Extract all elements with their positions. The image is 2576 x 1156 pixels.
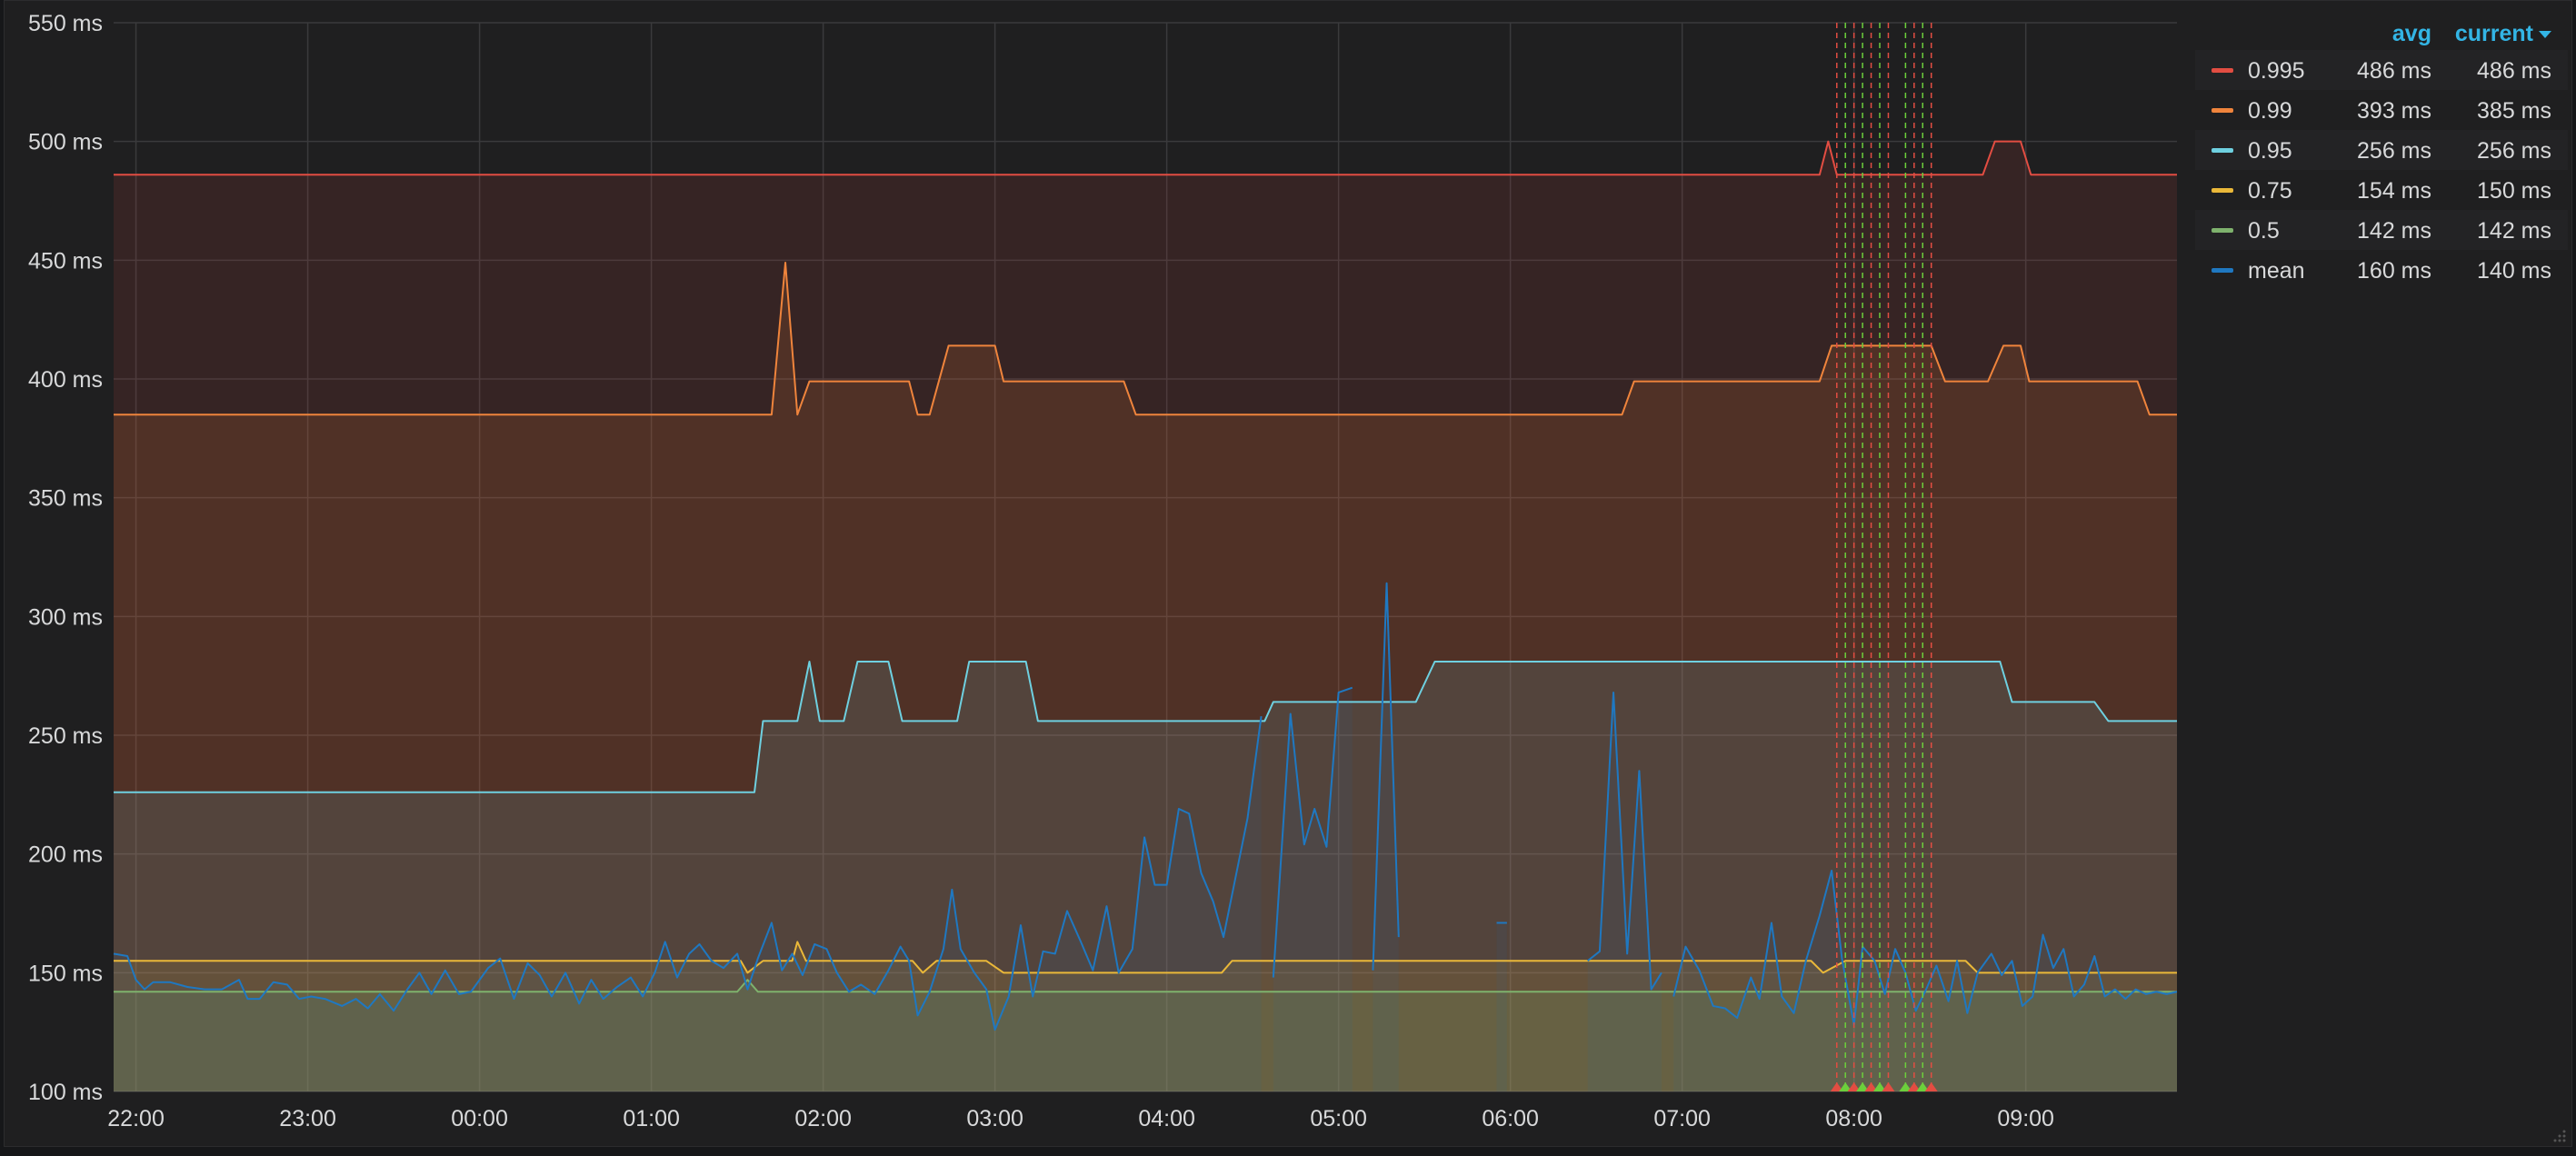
annotation-marker-icon[interactable] bbox=[1882, 1082, 1895, 1091]
x-tick-label: 06:00 bbox=[1482, 1106, 1539, 1131]
y-tick-label: 200 ms bbox=[28, 842, 103, 868]
legend-current-value: 150 ms bbox=[2477, 178, 2551, 204]
latency-chart[interactable]: 100 ms 150 ms 200 ms 250 ms 300 ms 350 ms 400 … bbox=[5, 1, 2573, 1148]
x-tick-label: 08:00 bbox=[1825, 1106, 1882, 1131]
series-area-0.5 bbox=[114, 980, 2177, 1091]
legend-current-value: 256 ms bbox=[2477, 138, 2551, 164]
annotation-marker-icon[interactable] bbox=[1847, 1082, 1861, 1091]
legend-series-name[interactable]: 0.5 bbox=[2248, 218, 2280, 244]
series-line-0.95[interactable] bbox=[114, 660, 2177, 793]
legend-item-0.95[interactable]: 0.95 256 ms 256 ms bbox=[2195, 130, 2568, 170]
legend-rows: 0.995 486 ms 486 ms 0.99 393 ms 385 ms 0.95 256… bbox=[2195, 50, 2568, 290]
legend-current-value: 385 ms bbox=[2477, 98, 2551, 124]
x-tick-label: 04:00 bbox=[1138, 1106, 1195, 1131]
series-area-mean bbox=[114, 716, 1262, 1091]
series-area-mean bbox=[1496, 922, 1507, 1091]
annotation-marker-icon[interactable] bbox=[1864, 1082, 1878, 1091]
legend-current-value: 486 ms bbox=[2477, 58, 2551, 84]
legend-current-value: 140 ms bbox=[2477, 258, 2551, 284]
legend-avg-value: 154 ms bbox=[2357, 178, 2431, 204]
series-line-mean[interactable] bbox=[1672, 869, 2178, 1026]
legend-item-0.5[interactable]: 0.5 142 ms 142 ms bbox=[2195, 210, 2568, 250]
series-area-0.99 bbox=[114, 262, 2177, 1091]
legend-swatch[interactable] bbox=[2212, 188, 2233, 193]
legend-swatch[interactable] bbox=[2212, 68, 2233, 73]
legend-col-current-label: current bbox=[2454, 21, 2533, 46]
series-area-0.995 bbox=[114, 141, 2177, 1092]
x-tick-label: 03:00 bbox=[966, 1106, 1023, 1131]
series-line-0.5[interactable] bbox=[114, 979, 2177, 993]
x-tick-label: 22:00 bbox=[107, 1106, 165, 1131]
annotation-marker-icon[interactable] bbox=[1916, 1082, 1930, 1091]
series-line-mean[interactable] bbox=[1587, 691, 1662, 991]
legend-sort-avg[interactable]: avg bbox=[2391, 21, 2431, 46]
series-area-0.95 bbox=[114, 661, 2177, 1091]
series-line-mean[interactable] bbox=[113, 715, 1263, 1031]
y-tick-label: 100 ms bbox=[28, 1080, 103, 1105]
series-area-mean bbox=[1273, 687, 1353, 1091]
y-tick-label: 350 ms bbox=[28, 486, 103, 512]
annotation-marker-icon[interactable] bbox=[1830, 1082, 1843, 1091]
y-tick-label: 400 ms bbox=[28, 367, 103, 393]
series-line-mean[interactable] bbox=[1272, 686, 1353, 978]
x-tick-label: 23:00 bbox=[279, 1106, 336, 1131]
legend-item-0.995[interactable]: 0.995 486 ms 486 ms bbox=[2195, 50, 2568, 90]
legend-series-name[interactable]: 0.75 bbox=[2248, 178, 2292, 204]
y-tick-label: 300 ms bbox=[28, 604, 103, 630]
series-line-0.75[interactable] bbox=[114, 941, 2177, 974]
legend-series-name[interactable]: 0.995 bbox=[2248, 58, 2305, 84]
sort-caret-icon bbox=[2539, 31, 2551, 39]
y-tick-label: 150 ms bbox=[28, 961, 103, 986]
series-line-0.99[interactable] bbox=[114, 261, 2177, 416]
legend-swatch[interactable] bbox=[2212, 228, 2233, 233]
legend-swatch[interactable] bbox=[2212, 148, 2233, 153]
annotation-marker-icon[interactable] bbox=[1907, 1082, 1921, 1091]
x-tick-label: 07:00 bbox=[1653, 1106, 1711, 1131]
x-tick-label: 02:00 bbox=[794, 1106, 852, 1131]
x-tick-label: 09:00 bbox=[1997, 1106, 2054, 1131]
y-tick-label: 550 ms bbox=[28, 11, 103, 36]
legend-avg-value: 160 ms bbox=[2357, 258, 2431, 284]
series-area-mean bbox=[1373, 583, 1399, 1091]
resize-handle-icon[interactable] bbox=[2550, 1126, 2566, 1142]
legend-series-name[interactable]: mean bbox=[2248, 258, 2305, 284]
x-tick-label: 00:00 bbox=[451, 1106, 508, 1131]
legend-swatch[interactable] bbox=[2212, 108, 2233, 113]
y-tick-label: 500 ms bbox=[28, 130, 103, 155]
annotation-marker-icon[interactable] bbox=[1924, 1082, 1938, 1091]
graph-panel: 100 ms 150 ms 200 ms 250 ms 300 ms 350 ms 400 … bbox=[4, 0, 2572, 1147]
series-area-mean bbox=[1673, 870, 2177, 1091]
legend: avg current 0.995 486 ms 486 ms 0.99 393 ms 3… bbox=[2195, 14, 2568, 290]
annotation-marker-icon[interactable] bbox=[1873, 1082, 1887, 1091]
legend-series-name[interactable]: 0.95 bbox=[2248, 138, 2292, 164]
x-tick-label: 01:00 bbox=[623, 1106, 680, 1131]
annotation-marker-icon[interactable] bbox=[1839, 1082, 1852, 1091]
annotation-marker-icon[interactable] bbox=[1856, 1082, 1870, 1091]
series-line-0.995[interactable] bbox=[114, 140, 2177, 176]
legend-avg-value: 142 ms bbox=[2357, 218, 2431, 244]
annotation-marker-icon[interactable] bbox=[1899, 1082, 1912, 1091]
legend-swatch[interactable] bbox=[2212, 268, 2233, 273]
legend-header: avg current bbox=[2195, 14, 2568, 50]
legend-item-0.99[interactable]: 0.99 393 ms 385 ms bbox=[2195, 90, 2568, 130]
y-tick-label: 250 ms bbox=[28, 723, 103, 749]
y-tick-label: 450 ms bbox=[28, 248, 103, 274]
legend-item-0.75[interactable]: 0.75 154 ms 150 ms bbox=[2195, 170, 2568, 210]
legend-avg-value: 486 ms bbox=[2357, 58, 2431, 84]
legend-current-value: 142 ms bbox=[2477, 218, 2551, 244]
legend-series-name[interactable]: 0.99 bbox=[2248, 98, 2292, 124]
plot-area bbox=[114, 23, 2177, 1091]
legend-item-mean[interactable]: mean 160 ms 140 ms bbox=[2195, 250, 2568, 290]
legend-avg-value: 393 ms bbox=[2357, 98, 2431, 124]
legend-avg-value: 256 ms bbox=[2357, 138, 2431, 164]
x-tick-label: 05:00 bbox=[1310, 1106, 1367, 1131]
series-line-mean[interactable] bbox=[1372, 582, 1400, 971]
legend-sort-current[interactable]: current bbox=[2455, 21, 2551, 47]
